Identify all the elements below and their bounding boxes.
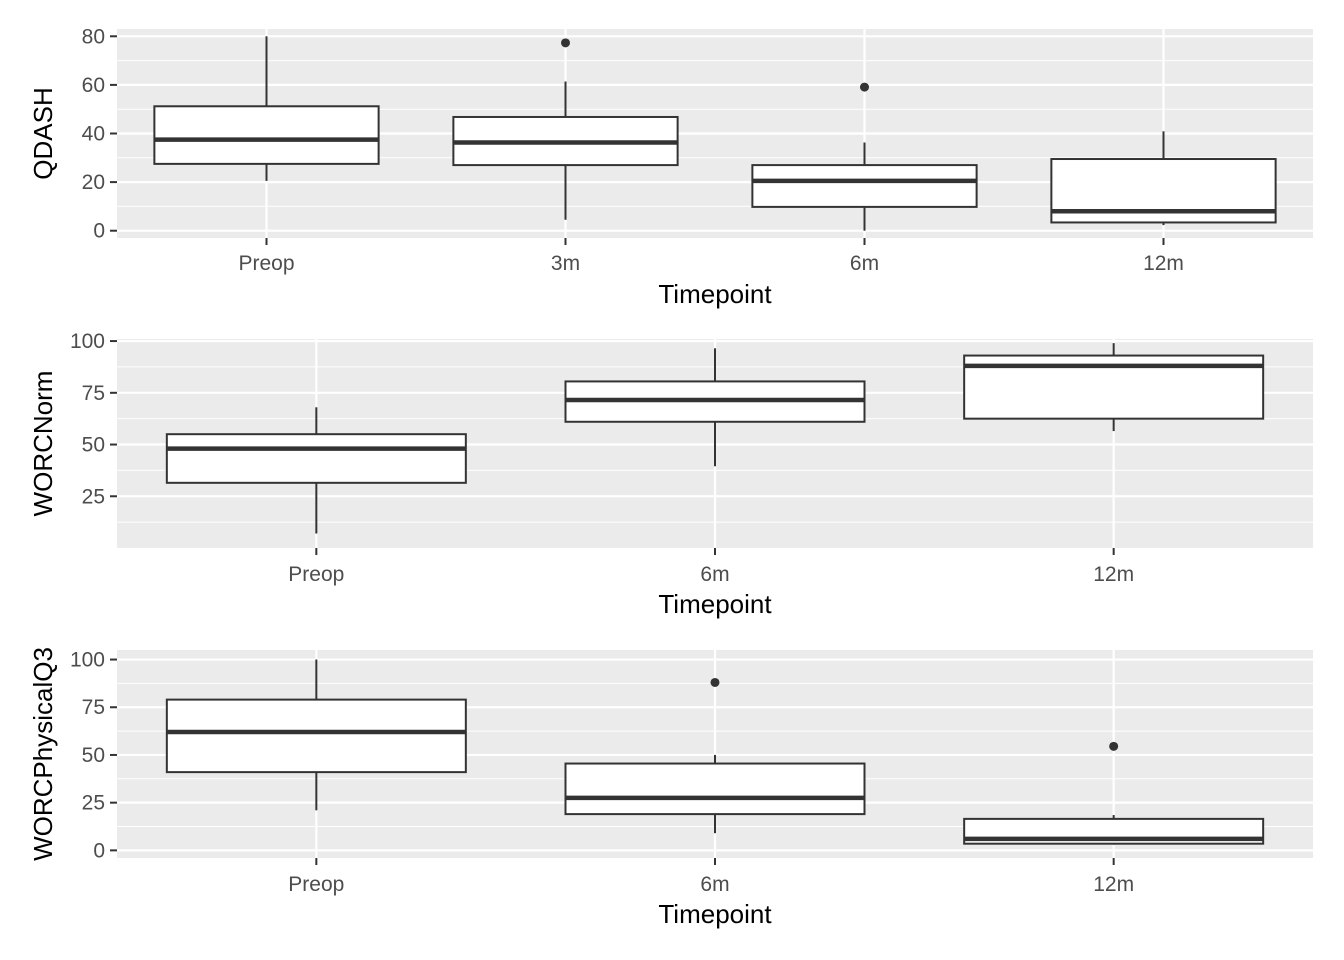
y-tick-label: 80 (82, 25, 105, 48)
panel-3: 0 25 50 75 100 Preop 6m 12m Timepoint WORCPhysica… (28, 647, 1313, 929)
iqr-box (564, 762, 866, 816)
y-axis-title: QDASH (28, 87, 58, 179)
x-tick-label: 6m (700, 563, 729, 586)
x-tick-label: 12m (1093, 563, 1134, 586)
outlier-point (860, 82, 869, 92)
iqr-box (165, 433, 467, 484)
box-12m (963, 343, 1265, 432)
y-tick-label: 50 (82, 434, 105, 457)
x-tick-label: Preop (288, 873, 344, 896)
x-tick-label: 3m (551, 252, 580, 275)
x-tick-label: Preop (288, 563, 344, 586)
box-12m (1050, 131, 1277, 226)
outlier-point (710, 677, 720, 687)
x-tick-label: 6m (700, 873, 729, 896)
box-Preop (153, 36, 380, 181)
y-tick-label: 20 (82, 171, 105, 194)
iqr-box (153, 105, 380, 165)
panel-1: 0 20 40 60 80 Preop 3m 6m 12m Timepoint QDASH (28, 25, 1313, 309)
outlier-point (1109, 741, 1119, 751)
box-3m (452, 38, 679, 220)
y-tick-label: 100 (70, 649, 105, 672)
iqr-box (165, 698, 467, 774)
x-axis-title: Timepoint (658, 899, 772, 929)
y-tick-label: 60 (82, 74, 105, 97)
box-Preop (165, 659, 467, 811)
y-tick-label: 25 (82, 485, 105, 508)
x-tick-label: 12m (1093, 873, 1134, 896)
x-axis-title: Timepoint (658, 589, 772, 619)
panel-2: 25 50 75 100 Preop 6m 12m Timepoint WORCNorm (28, 330, 1313, 619)
box-6m (564, 348, 866, 467)
box-Preop (165, 407, 467, 534)
y-tick-label: 40 (82, 123, 105, 146)
y-tick-label: 25 (82, 792, 105, 815)
y-axis-title: WORCPhysicalQ3 (28, 647, 58, 861)
x-axis-title: Timepoint (658, 279, 772, 309)
y-tick-label: 0 (93, 220, 105, 243)
box-6m (564, 677, 866, 834)
x-tick-label: 12m (1143, 252, 1184, 275)
x-tick-label: Preop (238, 252, 294, 275)
y-axis-title: WORCNorm (28, 371, 58, 517)
y-tick-label: 100 (70, 330, 105, 353)
box-6m (751, 82, 978, 231)
outlier-point (561, 38, 570, 48)
iqr-box (751, 164, 978, 208)
y-tick-label: 50 (82, 744, 105, 767)
x-tick-label: 6m (850, 252, 879, 275)
box-12m (963, 741, 1265, 845)
y-tick-label: 75 (82, 696, 105, 719)
y-tick-label: 0 (93, 839, 105, 862)
y-tick-label: 75 (82, 382, 105, 405)
